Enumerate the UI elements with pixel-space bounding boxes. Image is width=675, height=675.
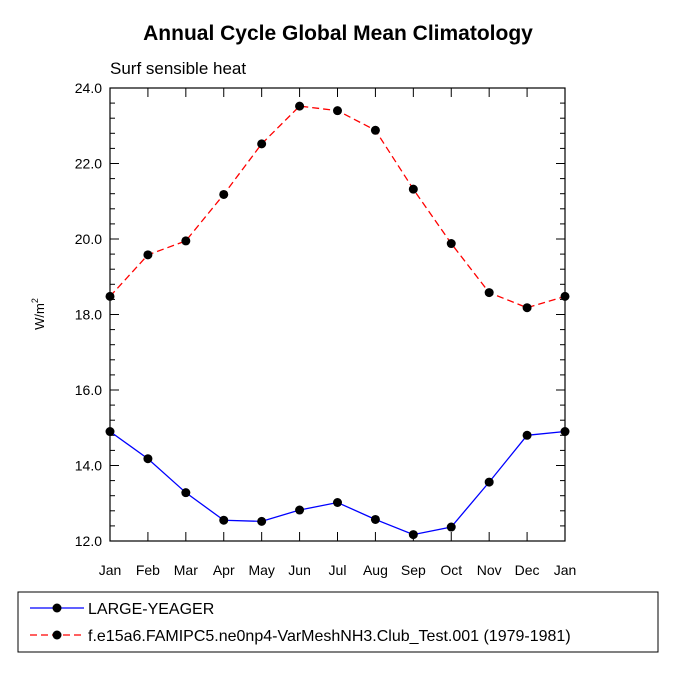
x-tick-label: Jan [99,562,122,578]
series-line-0 [109,430,566,536]
x-tick-label: Apr [213,562,235,578]
data-point [522,303,532,313]
axis-ticks: Jan Feb Mar Apr May Jun Jul Aug Sep Oct Nov Dec Jan 1… [75,80,577,578]
data-point [143,454,153,464]
data-point [370,125,380,135]
plot-frame [109,87,566,542]
x-tick-label: Dec [515,562,540,578]
legend-label-series-0: LARGE-YEAGER [88,601,214,618]
x-tick-label: Aug [363,562,388,578]
y-tick-label: 24.0 [75,80,102,96]
y-axis-label-superscript: 2 [30,298,40,303]
legend-marker-series-0 [52,603,62,613]
x-tick-label: Feb [136,562,160,578]
data-point [408,184,418,194]
series-line-1 [109,105,566,309]
x-tick-label: Sep [401,562,426,578]
data-point [522,430,532,440]
series-layer [105,101,570,540]
y-tick-label: 12.0 [75,533,102,549]
x-tick-label: Nov [477,562,502,578]
y-axis-label: W/m2 [30,298,47,330]
x-tick-label: Mar [174,562,198,578]
data-point [333,106,342,116]
chart-title: Annual Cycle Global Mean Climatology [143,22,533,45]
legend-marker-series-1 [52,630,62,640]
data-point [257,516,267,526]
y-tick-label: 22.0 [75,156,102,172]
legend: LARGE-YEAGER f.e15a6.FAMIPC5.ne0np4-VarM… [17,591,659,653]
data-point [219,515,229,525]
data-point [295,505,305,515]
x-tick-label: Jan [554,562,577,578]
data-point [408,530,418,540]
y-tick-label: 14.0 [75,458,102,474]
data-point [219,189,229,199]
data-point [143,250,153,260]
y-tick-label: 16.0 [75,382,102,398]
data-point [484,477,494,487]
x-tick-label: Oct [440,562,462,578]
data-point [446,522,456,532]
data-point [181,236,191,246]
data-point [370,514,380,524]
chart-subtitle: Surf sensible heat [110,59,246,78]
data-point [333,497,342,507]
y-axis-label-base: W/m [32,303,47,330]
data-point [257,139,267,149]
data-point [295,101,305,111]
x-tick-label: Jul [329,562,347,578]
legend-box [17,591,659,653]
data-point [446,239,456,249]
data-point [484,288,494,298]
data-point [181,488,191,498]
legend-label-series-1: f.e15a6.FAMIPC5.ne0np4-VarMeshNH3.Club_T… [88,628,571,645]
y-tick-label: 18.0 [75,307,102,323]
x-tick-label: May [248,562,274,578]
y-tick-label: 20.0 [75,231,102,247]
x-tick-label: Jun [288,562,311,578]
